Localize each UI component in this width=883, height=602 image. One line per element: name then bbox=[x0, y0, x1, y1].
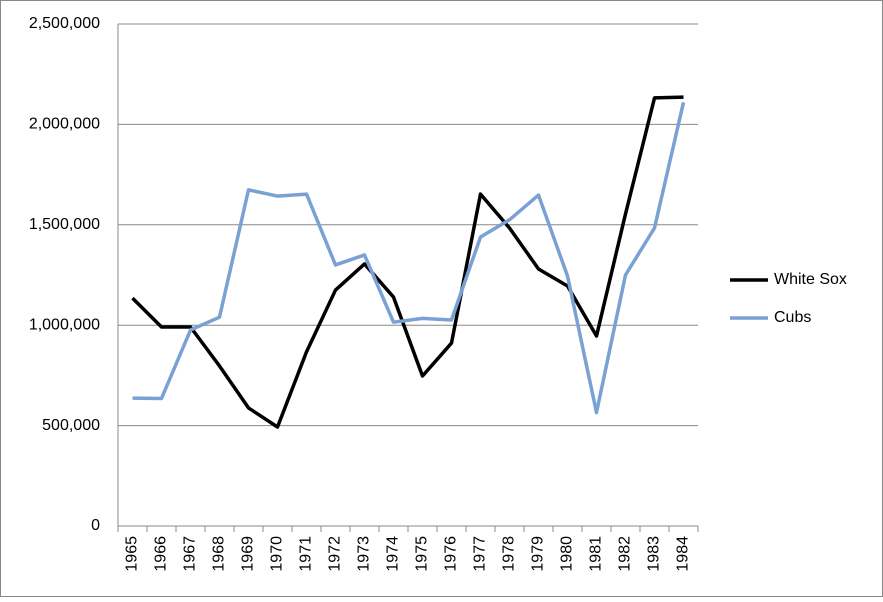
y-tick-label: 0 bbox=[91, 517, 100, 534]
x-tick-label: 1977 bbox=[472, 536, 489, 572]
series-line bbox=[132, 101, 686, 415]
legend-label: White Sox bbox=[774, 271, 847, 288]
x-tick-label: 1973 bbox=[356, 536, 373, 572]
y-tick-label: 500,000 bbox=[42, 417, 100, 434]
x-tick-label: 1975 bbox=[414, 536, 431, 572]
x-tick-label: 1966 bbox=[153, 536, 170, 572]
x-tick-label: 1979 bbox=[530, 536, 547, 572]
x-tick-label: 1976 bbox=[443, 536, 460, 572]
x-tick-label: 1972 bbox=[327, 536, 344, 572]
y-tick-label: 1,500,000 bbox=[29, 216, 100, 233]
x-tick-label: 1970 bbox=[269, 536, 286, 572]
y-tick-label: 2,500,000 bbox=[29, 15, 100, 32]
legend-label: Cubs bbox=[774, 309, 811, 326]
x-tick-label: 1983 bbox=[646, 536, 663, 572]
x-tick-label: 1982 bbox=[617, 536, 634, 572]
x-tick-label: 1967 bbox=[182, 536, 199, 572]
y-tick-label: 1,000,000 bbox=[29, 316, 100, 333]
x-tick-label: 1980 bbox=[559, 536, 576, 572]
x-tick-label: 1968 bbox=[211, 536, 228, 572]
x-tick-label: 1965 bbox=[124, 536, 141, 572]
x-tick-label: 1974 bbox=[385, 536, 402, 572]
x-tick-label: 1971 bbox=[298, 536, 315, 572]
x-tick-label: 1981 bbox=[588, 536, 605, 572]
x-tick-label: 1969 bbox=[240, 536, 257, 572]
y-tick-label: 2,000,000 bbox=[29, 116, 100, 133]
x-tick-label: 1978 bbox=[501, 536, 518, 572]
series-line bbox=[131, 95, 684, 429]
x-tick-label: 1984 bbox=[675, 536, 692, 572]
